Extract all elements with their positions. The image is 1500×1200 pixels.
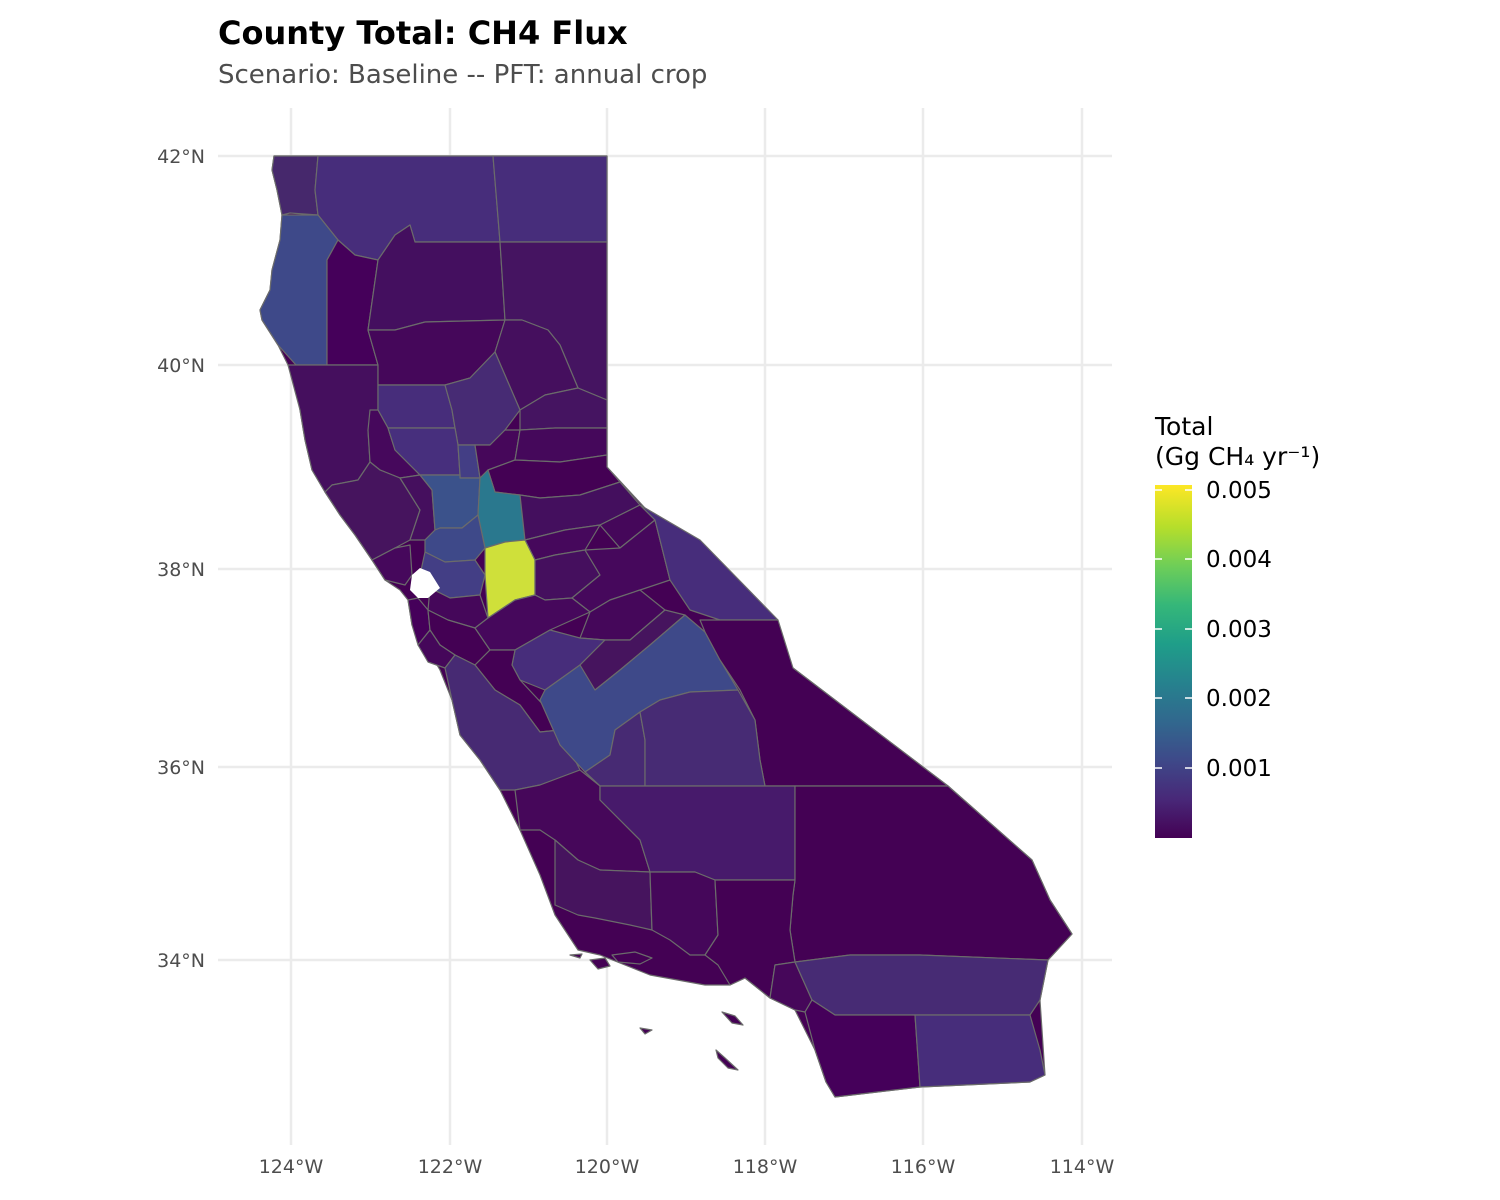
lon-label-120: 120°W — [575, 1156, 640, 1178]
san-francisco-bay — [410, 568, 440, 598]
lon-label-118: 118°W — [733, 1156, 798, 1178]
legend-label-0.005: 0.005 — [1206, 478, 1272, 504]
legend-label-0.002: 0.002 — [1206, 686, 1272, 712]
lat-label-36: 36°N — [157, 757, 205, 779]
island-catalina — [721, 1011, 744, 1026]
island-santa-cruz — [611, 951, 653, 965]
county-solano — [424, 514, 486, 563]
lon-axis-labels: 124°W 122°W 120°W 118°W 116°W 114°W — [259, 1156, 1115, 1178]
lon-label-116: 116°W — [891, 1156, 956, 1178]
legend-label-0.003: 0.003 — [1206, 617, 1272, 643]
legend-title-line1: Total — [1155, 412, 1214, 441]
county-modoc — [492, 155, 608, 243]
county-tulare — [639, 689, 766, 787]
legend-title: Total (Gg CH₄ yr⁻¹) — [1155, 412, 1320, 472]
county-riverside — [794, 954, 1049, 1016]
lat-label-40: 40°N — [157, 355, 205, 377]
counties — [259, 155, 1073, 1098]
map-title: County Total: CH4 Flux — [218, 14, 628, 52]
lon-label-114: 114°W — [1050, 1156, 1115, 1178]
county-del-norte — [271, 155, 319, 216]
island-santa-rosa — [589, 957, 611, 970]
legend-colorbar — [1155, 485, 1192, 838]
lat-label-34: 34°N — [157, 950, 205, 972]
lon-label-122: 122°W — [418, 1156, 483, 1178]
county-santa-barbara — [554, 839, 653, 931]
lat-label-38: 38°N — [157, 559, 205, 581]
legend-label-0.004: 0.004 — [1206, 547, 1272, 573]
legend-labels: 0.005 0.004 0.003 0.002 0.001 — [1206, 478, 1272, 782]
county-mono — [639, 504, 779, 621]
legend-label-0.001: 0.001 — [1206, 756, 1272, 782]
county-glenn — [377, 384, 456, 429]
island-san-miguel — [569, 953, 583, 959]
lat-axis-labels: 42°N 40°N 38°N 36°N 34°N — [157, 146, 205, 972]
county-trinity — [326, 239, 379, 366]
county-imperial — [914, 1014, 1046, 1088]
lat-label-42: 42°N — [157, 146, 205, 168]
island-san-nicolas — [639, 1027, 653, 1035]
county-humboldt — [259, 214, 339, 366]
county-san-bernardino — [789, 785, 1073, 963]
lon-label-124: 124°W — [259, 1156, 324, 1178]
island-san-clemente — [715, 1049, 739, 1071]
map-subtitle: Scenario: Baseline -- PFT: annual crop — [218, 60, 708, 90]
county-san-diego — [804, 999, 921, 1098]
legend-title-line2: (Gg CH₄ yr⁻¹) — [1155, 442, 1321, 471]
legend-ticks — [1155, 489, 1192, 769]
